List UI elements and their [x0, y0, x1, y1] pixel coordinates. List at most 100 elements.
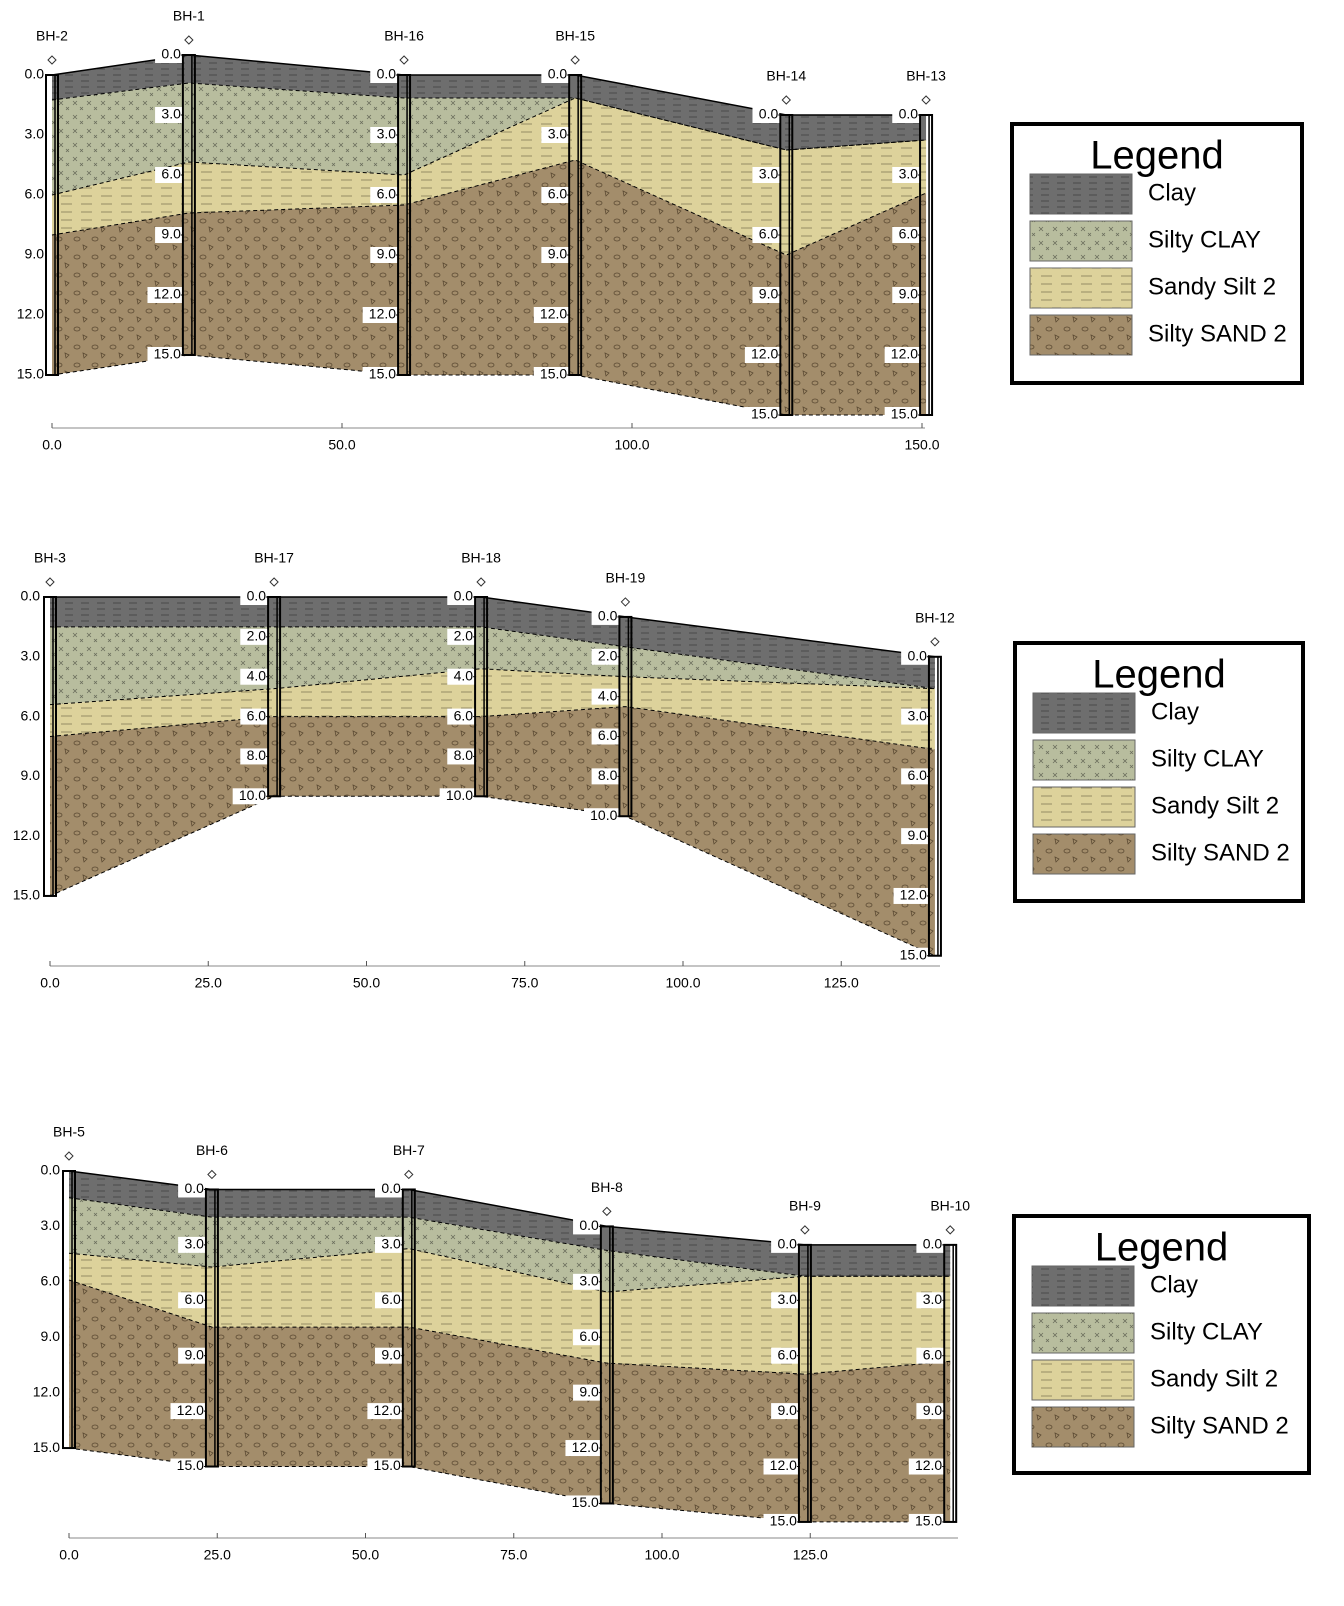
- depth-label-bg: [178, 1292, 205, 1309]
- x-tick-label: 150.0: [904, 437, 939, 453]
- depth-label: 12.0: [540, 306, 567, 322]
- depth-label: 9.0: [907, 827, 927, 843]
- borehole-column: [568, 74, 583, 376]
- x-tick-label: 0.0: [42, 437, 62, 453]
- depth-axis-label: 9.0: [21, 767, 41, 783]
- depth-label: 3.0: [899, 166, 919, 182]
- depth-axis-label: 3.0: [41, 1217, 61, 1233]
- depth-label: 9.0: [759, 286, 779, 302]
- depth-axis-label: 0.0: [21, 588, 41, 604]
- depth-label: 12.0: [374, 1402, 401, 1418]
- depth-label-bg: [374, 1181, 402, 1198]
- borehole-column: [779, 114, 794, 416]
- depth-label: 0.0: [548, 66, 568, 82]
- depth-label: 0.0: [247, 588, 267, 604]
- depth-label-bg: [147, 347, 182, 363]
- depth-axis-label: 15.0: [17, 366, 44, 382]
- depth-label: 2.0: [247, 628, 267, 644]
- depth-label: 6.0: [923, 1346, 943, 1362]
- x-tick-label: 100.0: [614, 437, 649, 453]
- depth-axis-label: 9.0: [25, 246, 45, 262]
- borehole-symbol: [620, 597, 631, 607]
- x-tick-label: 25.0: [195, 975, 222, 991]
- depth-label: 0.0: [377, 66, 397, 82]
- borehole-column: [474, 596, 489, 798]
- depth-label-bg: [771, 1292, 798, 1309]
- layer-hatch: [52, 55, 927, 150]
- borehole-column: [45, 74, 59, 376]
- depth-label: 2.0: [598, 647, 618, 663]
- layer-hatch: [50, 597, 935, 689]
- depth-label: 10.0: [446, 787, 473, 803]
- borehole-name: BH-7: [393, 1142, 425, 1158]
- depth-label: 10.0: [590, 807, 617, 823]
- depth-label: 6.0: [161, 166, 181, 182]
- borehole-symbol: [930, 637, 940, 647]
- depth-label: 15.0: [540, 366, 567, 382]
- depth-label: 9.0: [923, 1402, 943, 1418]
- depth-label: 3.0: [923, 1291, 943, 1307]
- depth-label: 6.0: [381, 1291, 401, 1307]
- borehole-column: [599, 1225, 614, 1505]
- depth-label-bg: [744, 407, 780, 423]
- depth-label-bg: [771, 1403, 798, 1420]
- legend-swatch-hatch: [1032, 1360, 1134, 1400]
- depth-label: 6.0: [377, 186, 397, 202]
- depth-label-bg: [763, 1513, 798, 1530]
- depth-label-bg: [374, 1292, 402, 1309]
- layer-hatch: [69, 1171, 951, 1277]
- layer-boundary: [49, 795, 936, 957]
- legend-label: Sandy Silt 2: [1151, 792, 1279, 819]
- layer-boundary: [49, 706, 936, 750]
- depth-label: 12.0: [891, 346, 918, 362]
- depth-label-bg: [884, 407, 920, 423]
- depth-label: 9.0: [161, 226, 181, 242]
- depth-label-bg: [908, 1513, 944, 1530]
- depth-label-bg: [892, 287, 920, 303]
- depth-label: 6.0: [184, 1291, 204, 1307]
- depth-label-bg: [893, 887, 928, 904]
- legend-label: Clay: [1151, 698, 1199, 725]
- depth-label: 12.0: [900, 887, 927, 903]
- legend-label: Silty SAND 2: [1150, 1412, 1289, 1439]
- depth-label: 6.0: [907, 767, 927, 783]
- borehole-name: BH-6: [196, 1142, 228, 1158]
- depth-label-bg: [447, 668, 475, 685]
- depth-label-bg: [573, 1218, 600, 1235]
- depth-label-bg: [892, 227, 920, 243]
- borehole-column: [401, 1188, 416, 1468]
- depth-label-bg: [370, 187, 398, 203]
- borehole-name: BH-3: [34, 550, 66, 566]
- borehole-name: BH-5: [53, 1124, 85, 1140]
- depth-label: 0.0: [454, 588, 474, 604]
- depth-label-bg: [901, 768, 928, 785]
- depth-label-bg: [370, 247, 398, 263]
- depth-label: 6.0: [454, 707, 474, 723]
- borehole-name: BH-8: [591, 1179, 623, 1195]
- depth-label-bg: [155, 167, 182, 183]
- borehole-symbol: [800, 1225, 810, 1235]
- borehole-column: [267, 596, 282, 798]
- layer-boundary: [68, 1248, 951, 1293]
- depth-label: 0.0: [777, 1236, 797, 1252]
- depth-label-bg: [591, 688, 619, 705]
- depth-label: 8.0: [598, 767, 618, 783]
- depth-label-bg: [240, 748, 268, 765]
- depth-label: 15.0: [154, 346, 181, 362]
- legend-label: Clay: [1148, 179, 1196, 206]
- legend-label: Silty CLAY: [1148, 226, 1261, 253]
- depth-label-bg: [884, 347, 920, 363]
- borehole-symbol: [269, 577, 279, 587]
- depth-label: 0.0: [579, 1217, 599, 1233]
- layer-hatch: [50, 626, 935, 705]
- depth-label-bg: [541, 247, 569, 263]
- borehole-symbol: [570, 55, 580, 65]
- borehole-symbol: [476, 577, 486, 587]
- depth-label-bg: [541, 187, 569, 203]
- depth-label-bg: [591, 768, 619, 785]
- depth-label: 15.0: [770, 1513, 797, 1529]
- depth-label-bg: [178, 1181, 205, 1198]
- depth-label: 9.0: [381, 1346, 401, 1362]
- depth-label: 4.0: [247, 667, 267, 683]
